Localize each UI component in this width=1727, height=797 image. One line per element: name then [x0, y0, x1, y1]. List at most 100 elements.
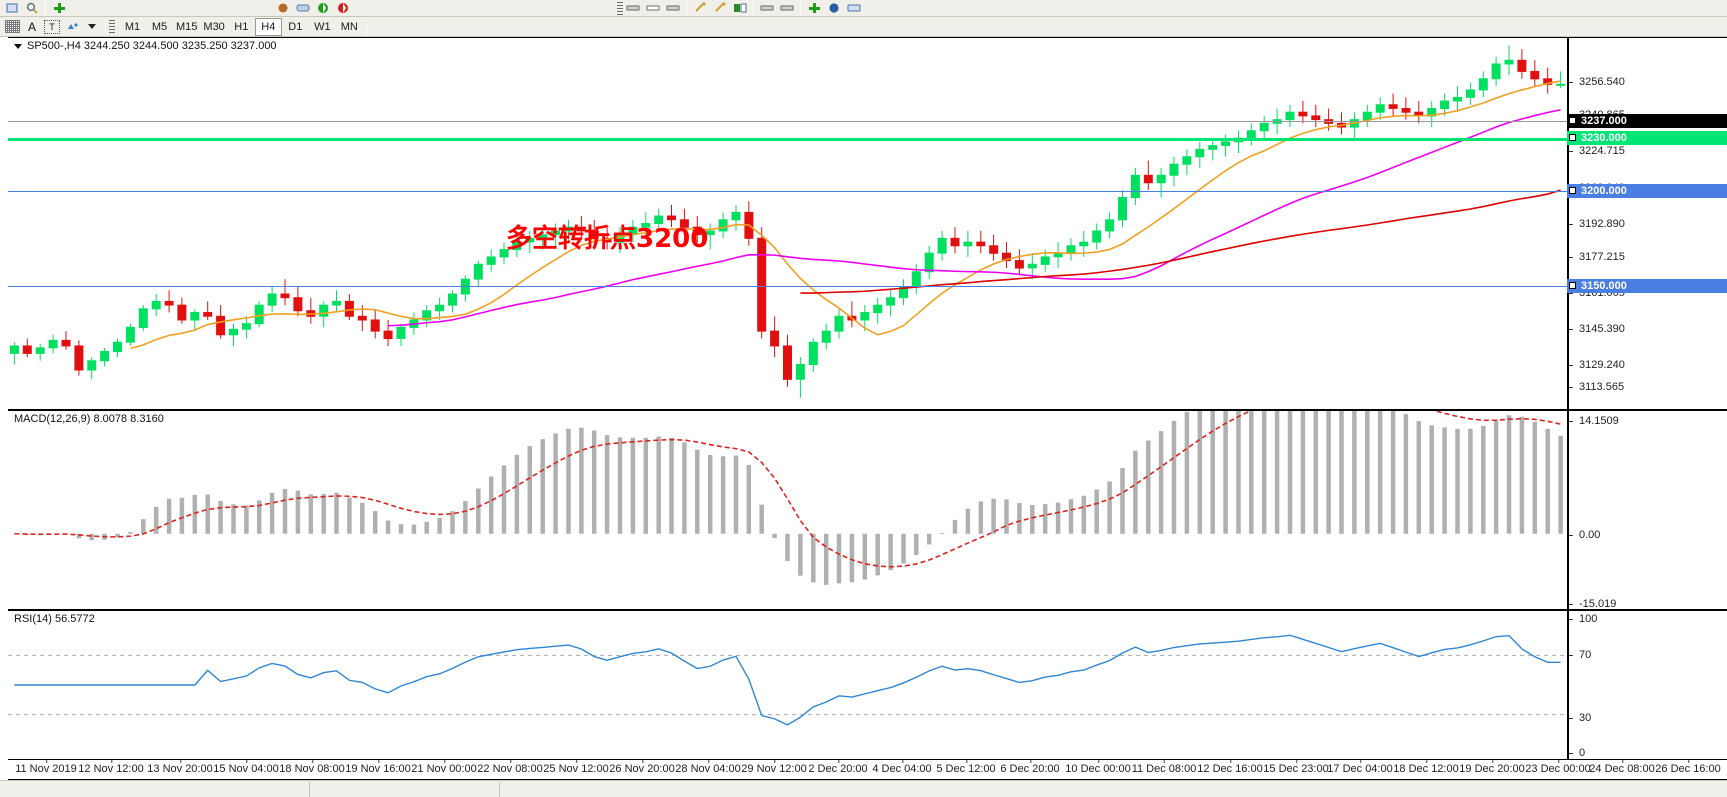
- properties-icon[interactable]: [824, 1, 844, 16]
- symbol-header[interactable]: SP500-,H4 3244.250 3244.500 3235.250 323…: [14, 40, 277, 52]
- time-axis-label: 22 Nov 08:00: [477, 760, 543, 775]
- macd-axis[interactable]: 14.1509 0.00 -15.019: [1567, 411, 1727, 610]
- timeframe-m30[interactable]: M30: [203, 20, 225, 33]
- time-axis[interactable]: 11 Nov 2019 12 Nov 12:00 13 Nov 20:00 15 No…: [8, 760, 1727, 780]
- label-tool-icon[interactable]: T: [42, 18, 62, 36]
- time-axis-label: 19 Dec 20:00: [1459, 760, 1525, 775]
- macd-pane[interactable]: 14.1509 0.00 -15.019 MACD(12,26,9) 8.0078 …: [8, 410, 1727, 610]
- toolbar-file-group[interactable]: [0, 0, 71, 16]
- time-axis-label: 2 Dec 20:00: [808, 760, 868, 775]
- toolbar-drawing-tools[interactable]: A T: [0, 17, 117, 36]
- blue-level-3200-tag[interactable]: 3200.000: [1567, 184, 1727, 198]
- drag-handle-icon[interactable]: [109, 20, 115, 33]
- level-drag-handle[interactable]: [1569, 187, 1576, 194]
- rsi-series: [8, 634, 1567, 726]
- price-axis-tick: 3224.715: [1569, 145, 1727, 157]
- macd-plot[interactable]: [8, 411, 1567, 609]
- time-axis-label: 13 Nov 20:00: [147, 760, 213, 775]
- last-price-tag[interactable]: 3237.000: [1567, 114, 1727, 128]
- price-pane[interactable]: 多空转折点3200 3256.5403240.8653224.7153209.0…: [8, 37, 1727, 500]
- timeframe-mn[interactable]: MN: [340, 20, 358, 33]
- macd-series: [14, 411, 1563, 585]
- level-drag-handle[interactable]: [1569, 134, 1576, 141]
- chevron-down-icon[interactable]: [82, 18, 102, 36]
- candlestick-series: [9, 45, 1566, 398]
- price-axis-tick: 3129.240: [1569, 359, 1727, 371]
- timeframe-h1[interactable]: H1: [234, 20, 249, 33]
- time-axis-label: 26 Nov 20:00: [609, 760, 675, 775]
- objects-list-icon[interactable]: [62, 18, 82, 36]
- green-level-tag[interactable]: 3230.000: [1567, 131, 1727, 145]
- time-axis-label: 5 Dec 12:00: [936, 760, 996, 775]
- terminal-icon[interactable]: [293, 1, 313, 16]
- macd-label: MACD(12,26,9) 8.0078 8.3160: [14, 413, 164, 425]
- timeframe-d1[interactable]: D1: [288, 20, 303, 33]
- new-chart-icon[interactable]: [2, 1, 22, 16]
- time-axis-label: 26 Dec 16:00: [1655, 760, 1721, 775]
- bar-chart-icon[interactable]: [623, 1, 643, 16]
- toolbar-top[interactable]: [0, 0, 1727, 17]
- timeframe-m5[interactable]: M5: [151, 20, 168, 33]
- navigator-icon[interactable]: [313, 1, 333, 16]
- price-axis[interactable]: 3256.5403240.8653224.7153209.0403192.890…: [1567, 38, 1727, 500]
- time-axis-label: 24 Dec 08:00: [1589, 760, 1655, 775]
- blue-line-3200[interactable]: [8, 191, 1567, 192]
- toolbar-chart-type-group[interactable]: [615, 0, 866, 16]
- time-axis-label: 6 Dec 20:00: [1000, 760, 1060, 775]
- text-tool-icon[interactable]: A: [27, 19, 36, 34]
- time-axis-label: 25 Nov 12:00: [543, 760, 609, 775]
- timeframe-m1[interactable]: M1: [124, 20, 141, 33]
- price-plot[interactable]: 多空转折点3200: [8, 38, 1567, 409]
- time-axis-label: 18 Nov 08:00: [279, 760, 345, 775]
- add-object-icon[interactable]: [804, 1, 824, 16]
- price-axis-tick: 3177.215: [1569, 251, 1727, 263]
- toolbar-separator: [105, 19, 106, 34]
- price-axis-tick: 3256.540: [1569, 76, 1727, 88]
- rsi-axis-tick: 70: [1569, 649, 1727, 661]
- open-chart-icon[interactable]: [22, 1, 42, 16]
- timeframe-m15[interactable]: M15: [176, 20, 198, 33]
- toolbar-window-group[interactable]: [271, 0, 355, 16]
- blue-level-3150-tag[interactable]: 3150.000: [1567, 279, 1727, 293]
- grid-toggle-icon[interactable]: [777, 1, 797, 16]
- candlestick-chart-icon[interactable]: [643, 1, 663, 16]
- zoom-in-icon[interactable]: [690, 1, 710, 16]
- toolbar-separator: [800, 1, 801, 15]
- chart-annotation-text[interactable]: 多空转折点3200: [506, 224, 709, 254]
- green-support-line[interactable]: [8, 138, 1567, 141]
- time-axis-label: 11 Nov 2019: [15, 760, 77, 775]
- macd-axis-tick: 0.00: [1569, 529, 1727, 541]
- profile-icon[interactable]: [273, 1, 293, 16]
- rsi-plot[interactable]: [8, 611, 1567, 759]
- macd-axis-tick: 14.1509: [1569, 415, 1727, 427]
- price-axis-tick: 3113.565: [1569, 381, 1727, 393]
- chart-shift-icon[interactable]: [730, 1, 750, 16]
- add-indicator-icon[interactable]: [49, 1, 69, 16]
- zoom-out-icon[interactable]: [710, 1, 730, 16]
- status-cell-right: [500, 782, 1727, 797]
- time-axis-label: 15 Nov 04:00: [213, 760, 279, 775]
- chart-area[interactable]: 多空转折点3200 3256.5403240.8653224.7153209.0…: [0, 37, 1727, 760]
- timeframe-bar[interactable]: M1 M5 M15 M30 H1 H4 D1 W1 MN: [117, 17, 372, 36]
- autoscroll-icon[interactable]: [757, 1, 777, 16]
- grid-icon[interactable]: [2, 18, 22, 36]
- rsi-pane[interactable]: 100 70 30 0 RSI(14) 56.5772: [8, 610, 1727, 760]
- toolbar-tools-and-timeframes[interactable]: A T M1 M5 M15 M30 H1 H4 D1 W1 MN: [0, 17, 1727, 37]
- toolbar-separator: [45, 1, 46, 15]
- chevron-down-icon[interactable]: [14, 43, 22, 49]
- status-cell-main: [0, 781, 310, 797]
- line-chart-icon[interactable]: [663, 1, 683, 16]
- rsi-axis-tick: 30: [1569, 712, 1727, 724]
- data-window-icon[interactable]: [844, 1, 864, 16]
- price-axis-tick: 3192.890: [1569, 218, 1727, 230]
- timeframe-h4[interactable]: H4: [254, 17, 282, 36]
- rsi-axis[interactable]: 100 70 30 0: [1567, 611, 1727, 759]
- level-drag-handle[interactable]: [1569, 282, 1576, 289]
- macd-axis-tick: -15.019: [1569, 598, 1727, 610]
- blue-line-3150[interactable]: [8, 286, 1567, 287]
- timeframe-w1[interactable]: W1: [314, 20, 331, 33]
- level-drag-handle[interactable]: [1569, 117, 1576, 124]
- strategy-tester-icon[interactable]: [333, 1, 353, 16]
- drag-handle-icon[interactable]: [617, 1, 623, 15]
